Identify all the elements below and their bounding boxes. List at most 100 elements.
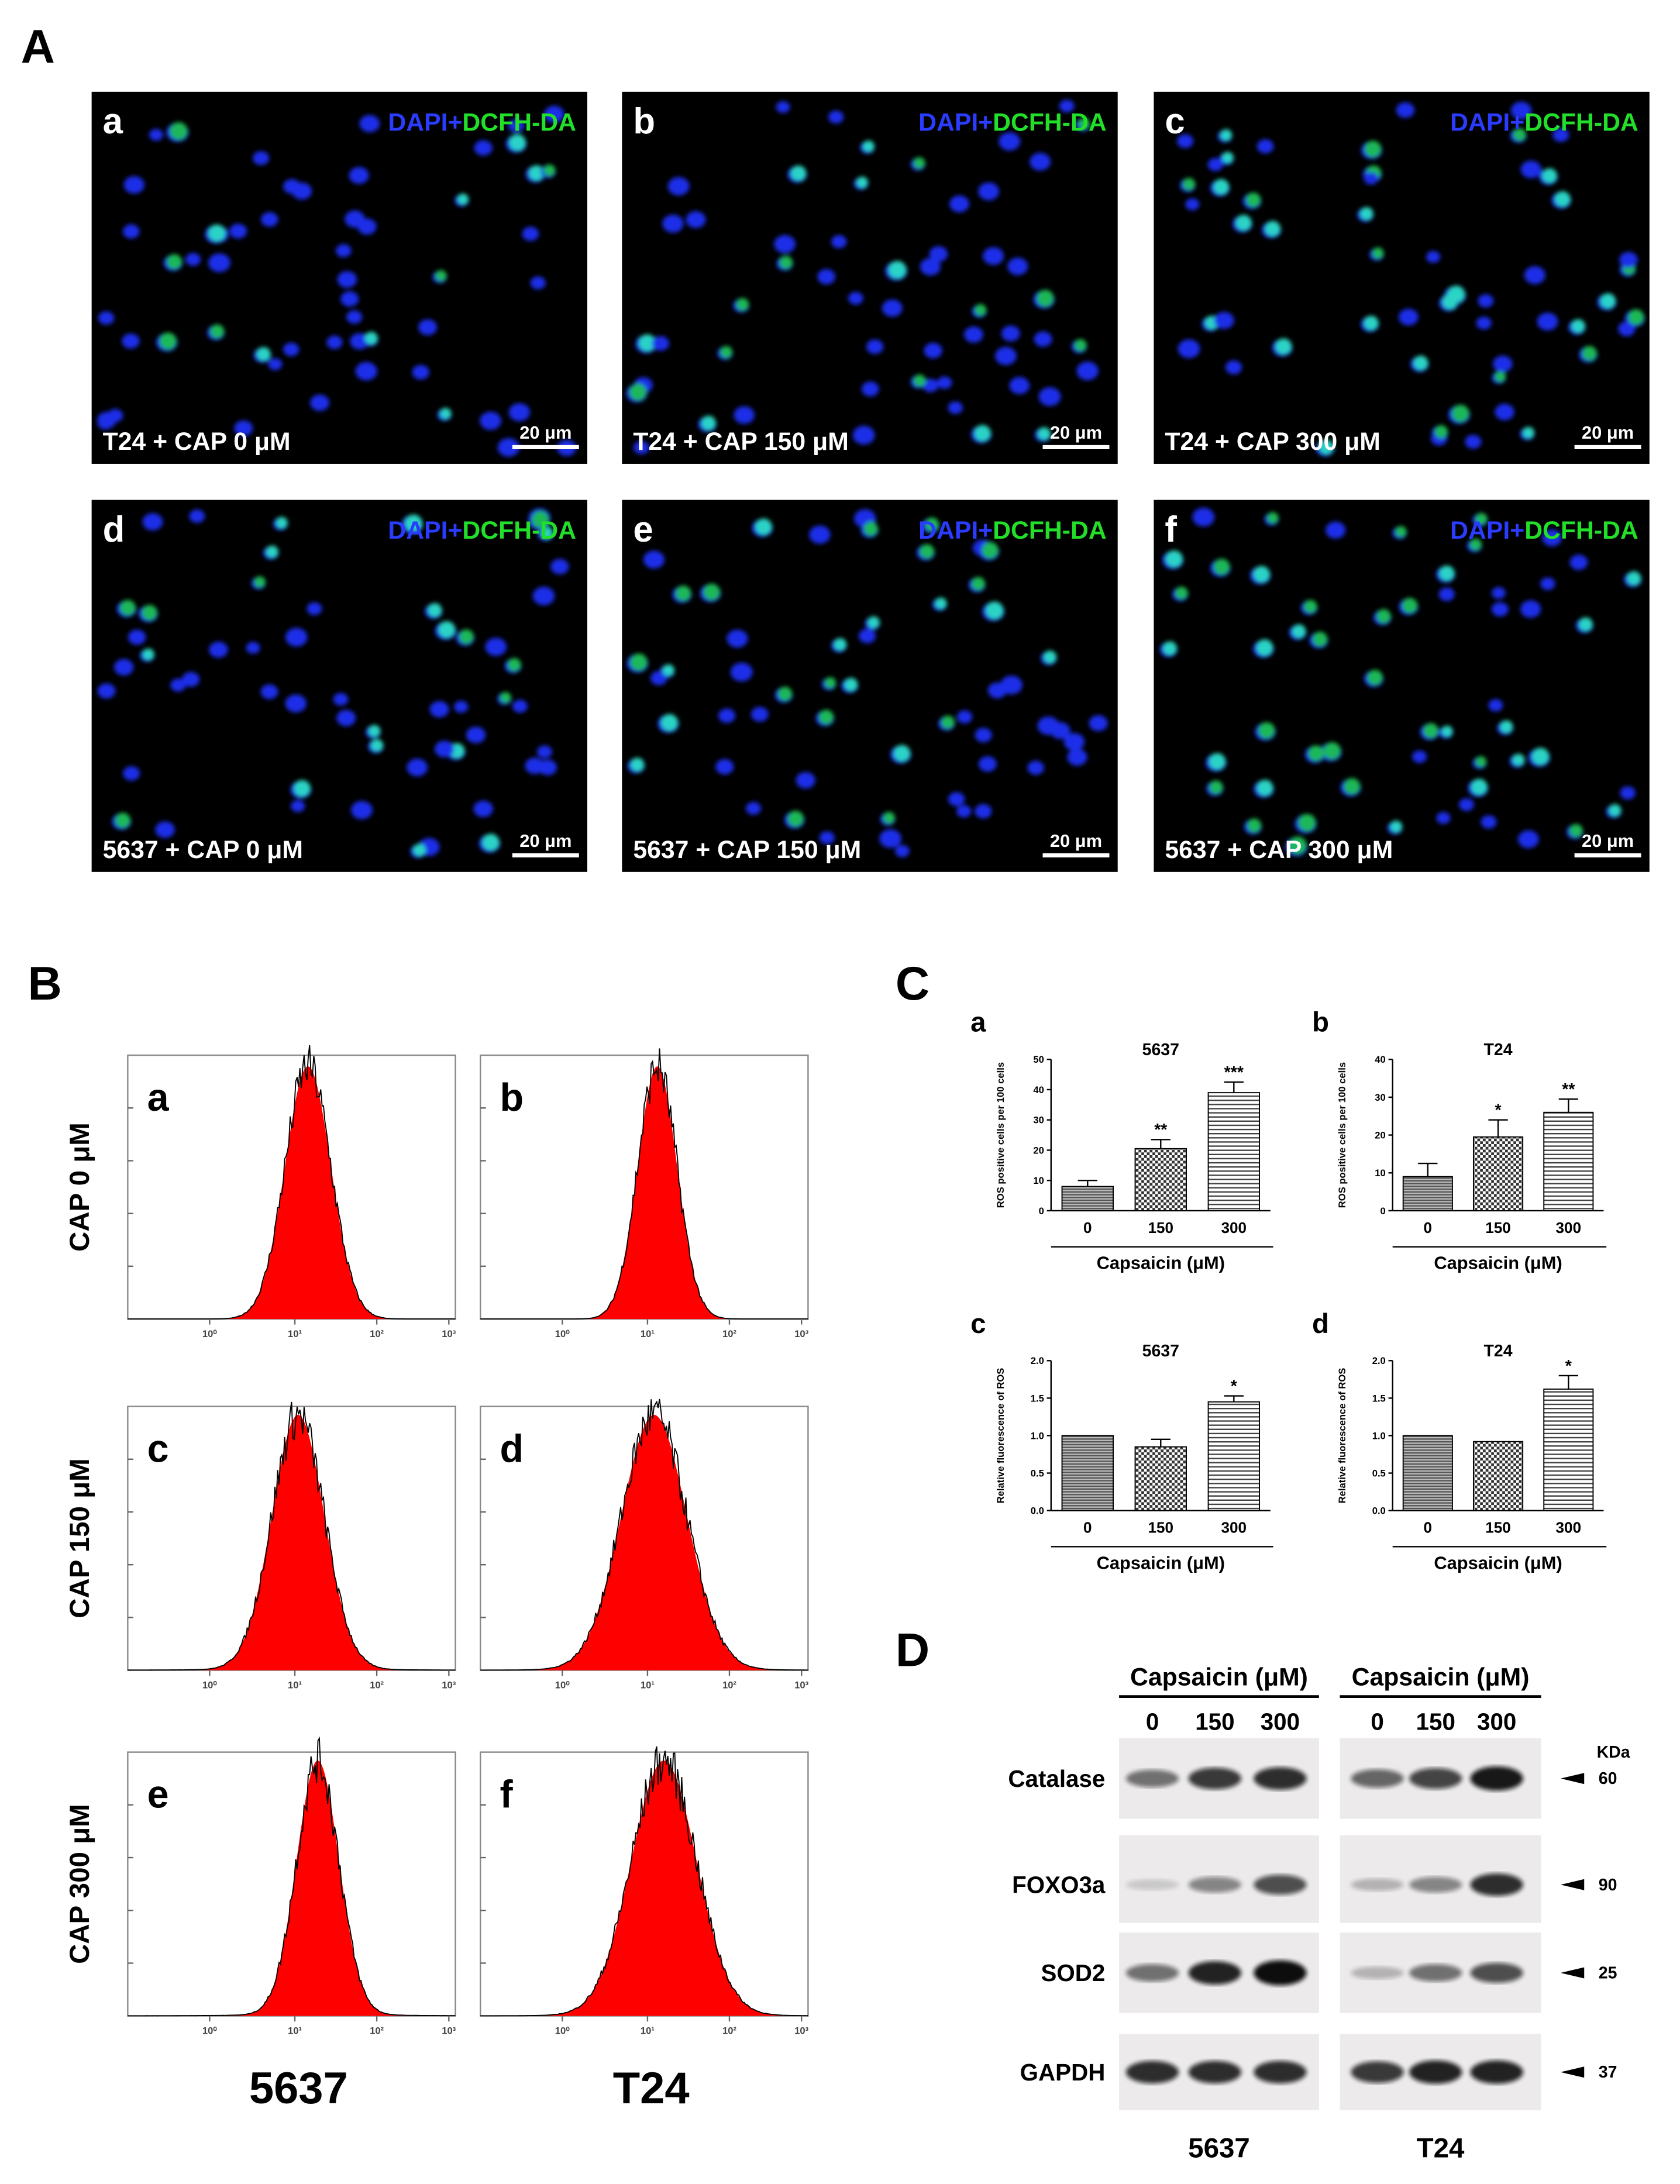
nucleus: [866, 339, 884, 354]
band: [1254, 1875, 1307, 1895]
ros-signal: [1182, 178, 1196, 191]
stain-green: DCFH-DA: [462, 516, 576, 545]
ros-signal: [1523, 426, 1535, 439]
ros-signal: [974, 425, 991, 442]
chart-title: T24: [1484, 1342, 1513, 1360]
y-tick-label: 0.5: [1372, 1468, 1386, 1479]
nucleus: [128, 629, 146, 645]
histogram-outline: [128, 1045, 456, 1320]
ros-signal: [254, 576, 266, 588]
ros-signal: [208, 224, 226, 242]
ros-signal: [266, 545, 278, 558]
x-tick-label: 10³: [442, 1679, 456, 1690]
ros-signal: [1044, 650, 1057, 664]
band: [1409, 1876, 1462, 1893]
nucleus: [730, 662, 753, 682]
y-tick-label: 10: [1375, 1167, 1385, 1179]
scale-bar-label: 20 μm: [1050, 831, 1102, 851]
ros-signal: [1376, 609, 1391, 623]
nucleus: [1412, 750, 1427, 763]
nucleus: [326, 335, 343, 349]
nucleus: [530, 276, 546, 290]
ros-signal: [1628, 309, 1644, 325]
ros-signal: [1423, 723, 1439, 739]
nucleus: [1465, 435, 1482, 449]
band: [1188, 1768, 1241, 1790]
error-bar: [1224, 1395, 1244, 1402]
nucleus: [774, 235, 796, 254]
scale-bar-label: 20 μm: [519, 422, 572, 443]
nucleus: [346, 310, 363, 324]
x-axis-label: Capsaicin (μM): [1434, 1552, 1562, 1573]
row-label: CAP 300 μM: [64, 1804, 95, 1964]
nucleus: [1364, 172, 1379, 185]
ros-signal: [675, 585, 691, 601]
micrograph: [1154, 91, 1650, 464]
nucleus: [1027, 760, 1044, 775]
nucleus: [1481, 815, 1497, 829]
nucleus: [1542, 529, 1562, 546]
ros-signal: [142, 648, 154, 660]
nucleus: [337, 271, 357, 288]
ros-signal: [1319, 439, 1334, 455]
band: [1125, 1879, 1179, 1890]
ros-signal: [1571, 319, 1585, 333]
error-bar: [1151, 1139, 1171, 1149]
nucleus: [1063, 733, 1085, 751]
nucleus: [861, 381, 879, 397]
nucleus: [831, 235, 847, 249]
ros-signal: [1402, 598, 1418, 614]
concentration: 150: [1416, 1708, 1455, 1735]
nucleus: [508, 403, 531, 422]
histogram-fill: [128, 1066, 456, 1320]
significance: *: [1565, 1357, 1572, 1376]
ros-signal: [982, 542, 999, 559]
x-tick-label: 10¹: [641, 1679, 655, 1690]
y-tick-label: 40: [1375, 1054, 1385, 1065]
y-axis-label: Relative fluorescence of ROS: [995, 1368, 1006, 1504]
nucleus: [122, 333, 140, 349]
ros-signal: [790, 165, 807, 181]
x-tick-label: 10¹: [641, 2025, 655, 2036]
ros-signal: [736, 298, 749, 311]
nucleus: [1495, 404, 1514, 421]
stain-blue: DAPI+: [388, 108, 462, 136]
stain-label: DAPI+DCFH-DA: [388, 108, 576, 136]
y-tick-label: 0: [1381, 1205, 1386, 1217]
nucleus: [1207, 158, 1224, 171]
nucleus: [652, 336, 670, 351]
band: [1351, 1966, 1404, 1979]
y-tick-label: 0.5: [1031, 1468, 1044, 1479]
histogram-outline: [128, 1736, 456, 2017]
y-tick-label: 10: [1033, 1175, 1044, 1186]
ros-signal: [662, 664, 674, 676]
histogram-fill: [128, 1760, 456, 2016]
nucleus: [407, 758, 428, 777]
error-bar: [1224, 1081, 1244, 1093]
image-letter: b: [633, 101, 655, 142]
ros-signal: [778, 687, 793, 701]
ros-signal: [1441, 725, 1453, 737]
nucleus: [122, 224, 140, 239]
band: [1125, 1769, 1179, 1787]
image-letter: d: [103, 509, 125, 550]
kda-header: KDa: [1597, 1743, 1631, 1762]
histogram-fill: [480, 1414, 808, 1670]
ros-signal: [913, 157, 925, 169]
marker-arrow: [1560, 1773, 1585, 1785]
ros-signal: [701, 415, 716, 430]
nucleus: [550, 559, 569, 574]
kda-value: 25: [1599, 1964, 1617, 1983]
marker-arrow: [1560, 1879, 1585, 1890]
ros-signal: [1364, 315, 1379, 330]
bar: [1543, 1389, 1594, 1511]
cell-line-label: T24: [1417, 2133, 1465, 2164]
cells: [97, 105, 577, 457]
image-caption: 5637 + CAP 0 μM: [103, 836, 303, 864]
nucleus: [349, 167, 369, 184]
marker-arrow: [1560, 1967, 1585, 1979]
nucleus: [340, 291, 359, 307]
band: [1351, 1769, 1404, 1788]
cells: [626, 509, 1108, 857]
nucleus: [454, 701, 469, 713]
